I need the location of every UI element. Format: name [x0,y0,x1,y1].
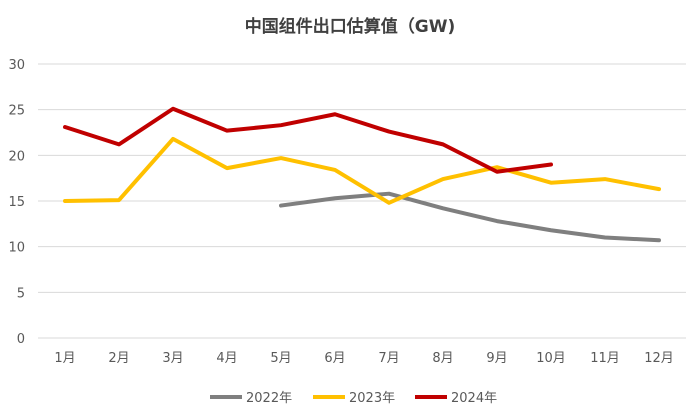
y-tick-label: 0 [17,332,25,347]
chart-title: 中国组件出口估算值（GW) [245,16,455,37]
x-tick-label: 6月 [324,351,345,366]
series-line-2024年 [63,106,553,174]
series-line-2022年 [279,191,661,243]
x-tick-label: 10月 [536,351,566,366]
x-tick-label: 11月 [590,351,620,366]
y-tick-label: 5 [17,286,25,301]
x-tick-label: 3月 [162,351,183,366]
series-line-2023年 [63,136,661,205]
x-tick-label: 2月 [108,351,129,366]
y-tick-label: 15 [8,195,25,210]
x-tick-label: 12月 [644,351,674,366]
y-tick-label: 30 [8,58,25,73]
x-tick-label: 7月 [378,351,399,366]
x-tick-label: 5月 [270,351,291,366]
legend-label: 2024年 [451,391,497,406]
legend-label: 2022年 [246,391,292,406]
x-tick-label: 9月 [486,351,507,366]
x-tick-label: 1月 [54,351,75,366]
x-tick-label: 4月 [216,351,237,366]
legend-label: 2023年 [349,391,395,406]
y-tick-label: 10 [8,241,25,256]
x-tick-label: 8月 [432,351,453,366]
y-tick-label: 25 [8,104,25,119]
y-tick-label: 20 [8,149,25,164]
